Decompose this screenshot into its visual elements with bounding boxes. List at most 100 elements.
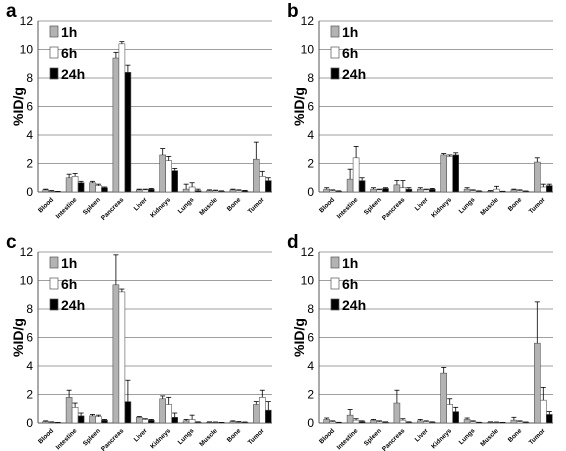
category-label: Liver [133,427,149,443]
bar-6h-lungs [469,421,477,424]
bar-6h-liver [423,189,430,193]
bar-1h-pancreas [112,57,120,193]
y-tick-label: 6 [26,331,33,345]
bar-6h-liver [142,419,149,424]
bar-24h-pancreas [405,421,413,424]
legend-label: 24h [342,66,366,82]
bar-24h-spleen [382,188,389,193]
legend-swatch-6h [49,277,59,290]
bar-24h-muscle [218,190,225,193]
category-label: Kidneys [430,427,453,450]
y-tick-label: 8 [307,71,314,85]
y-tick-label: 2 [26,157,33,171]
category-label: Spleen [82,196,102,216]
y-tick-label: 8 [307,302,314,316]
category-label: Muscle [198,427,219,448]
bar-6h-pancreas [399,187,407,193]
bar-24h-tumor [545,185,553,193]
bar-6h-spleen [376,421,383,424]
bar-1h-kidneys [159,154,166,193]
category-label: Liver [414,427,430,443]
bar-1h-intestine [346,178,354,193]
y-tick-label: 4 [26,359,33,373]
bar-1h-pancreas [393,184,401,193]
bar-6h-blood [48,190,56,193]
category-label: Blood [318,196,336,214]
category-label: Kidneys [149,196,172,219]
legend-swatch-1h [49,256,59,269]
category-label: Blood [37,196,55,214]
bar-6h-kidneys [165,160,172,193]
y-axis-title: %ID/g [10,318,26,357]
bar-6h-lungs [188,186,196,193]
category-label: Lungs [177,427,196,446]
bar-1h-spleen [89,182,96,193]
legend-label: 6h [61,45,77,61]
bar-6h-intestine [71,407,79,424]
panel-d: d 0 2 4 6 8 10 12 %ID/g Blood Intestine SpleenPancr… [287,232,553,451]
legend-swatch-6h [330,46,340,59]
bar-24h-spleen [101,419,108,424]
bar-1h-pancreas [393,402,401,424]
bar-1h-tumor [253,158,260,193]
bar-24h-tumor [264,409,272,424]
legend-label: 24h [342,297,366,313]
category-label: Spleen [363,196,383,216]
bar-1h-kidneys [440,154,447,193]
bar-6h-tumor [539,399,547,424]
legend-label: 24h [61,297,85,313]
bar-6h-kidneys [446,404,453,424]
bar-1h-muscle [487,190,494,193]
y-tick-label: 12 [20,245,34,259]
category-label: Pancreas [100,196,126,222]
y-tick-label: 0 [26,416,33,430]
bar-1h-blood [323,188,331,193]
category-label: Intestine [336,427,360,451]
category-label: Spleen [82,427,102,447]
bar-6h-tumor [258,176,266,193]
bar-1h-muscle [206,190,213,193]
y-tick-label: 6 [26,100,33,114]
legend-swatch-6h [330,277,340,290]
y-tick-label: 10 [20,43,34,57]
category-label: Bone [507,427,524,444]
panel-label: c [6,232,17,253]
category-label: Kidneys [149,427,172,450]
category-label: Bone [226,196,243,213]
bar-1h-intestine [346,414,354,424]
bar-1h-muscle [487,421,494,424]
panel-b: b 0 2 4 6 8 10 12 %ID/g Blood Intestine SpleenPancr… [287,1,553,222]
bar-24h-lungs [194,421,202,424]
bar-6h-liver [142,189,149,193]
bar-24h-spleen [101,187,108,193]
bar-6h-kidneys [165,404,172,424]
category-label: Tumor [528,196,547,215]
legend-label: 1h [342,255,358,271]
category-label: Tumor [247,427,266,446]
bar-1h-spleen [370,419,377,424]
bar-24h-liver [429,421,436,424]
y-tick-label: 12 [301,245,315,259]
bar-6h-pancreas [118,43,126,193]
panel-label: b [287,1,299,22]
bar-6h-bone [516,421,524,424]
bar-24h-liver [148,188,155,193]
y-tick-label: 10 [301,274,315,288]
bar-1h-muscle [206,421,213,424]
category-label: Lungs [458,196,477,215]
legend-swatch-24h [49,298,59,311]
panel-label: a [6,1,17,22]
bar-1h-lungs [463,188,471,193]
bar-24h-lungs [475,190,483,193]
category-label: Blood [318,427,336,445]
bar-1h-kidneys [440,372,447,424]
legend-swatch-24h [49,67,59,80]
y-tick-label: 2 [26,388,33,402]
category-label: Bone [507,196,524,213]
bar-24h-kidneys [171,170,178,193]
bar-1h-tumor [534,342,541,424]
bar-1h-intestine [65,177,73,193]
bar-1h-pancreas [112,284,120,424]
legend-swatch-24h [330,298,340,311]
